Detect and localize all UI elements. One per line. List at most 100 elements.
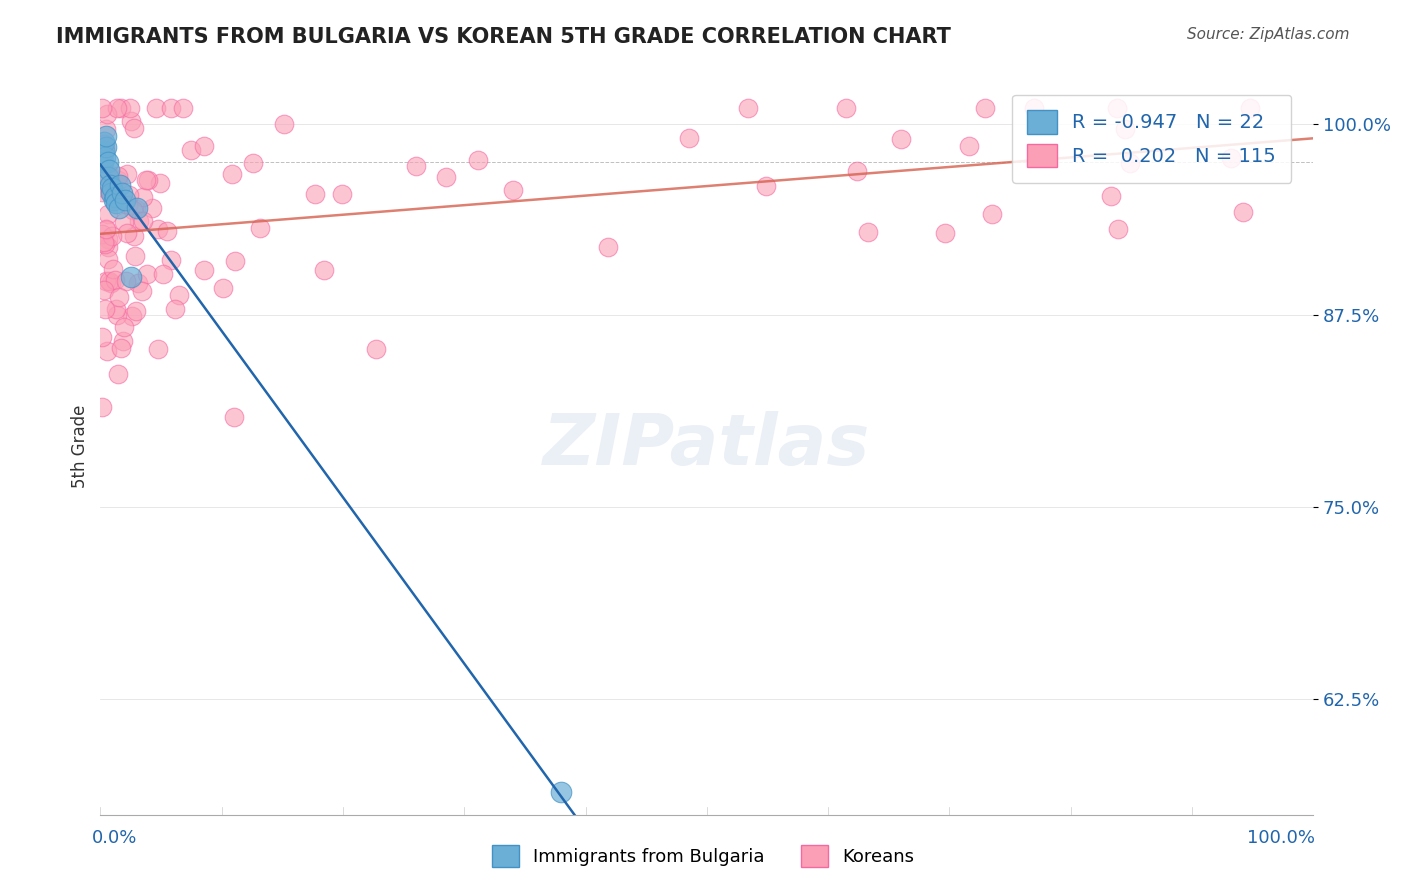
Point (93, 136, 115, 151)
Point (90, 401, 112, 415)
Point (858, 225, 880, 239)
Point (242, 156, 264, 170)
Point (93, 135, 115, 149)
Legend: R = -0.947   N = 22, R =  0.202   N = 115: R = -0.947 N = 22, R = 0.202 N = 115 (1012, 95, 1292, 183)
Point (122, 229, 145, 244)
Point (304, 186, 326, 201)
Point (94, 302, 117, 317)
Point (1239, 101, 1261, 115)
Point (141, 201, 163, 215)
Point (104, 273, 127, 287)
Point (1232, 204, 1254, 219)
Point (125, 202, 148, 216)
Point (737, 101, 759, 115)
Point (97, 170, 120, 185)
Point (91, 155, 114, 169)
Point (90, 330, 112, 344)
Point (502, 183, 524, 197)
Point (193, 263, 215, 277)
Point (97, 162, 120, 177)
Text: IMMIGRANTS FROM BULGARIA VS KOREAN 5TH GRADE CORRELATION CHART: IMMIGRANTS FROM BULGARIA VS KOREAN 5TH G… (56, 27, 950, 46)
Point (94, 122, 117, 136)
Point (94, 222, 117, 236)
Point (104, 190, 127, 204)
Point (90, 101, 112, 115)
Point (596, 240, 619, 254)
Point (111, 186, 134, 200)
Point (105, 308, 128, 322)
Point (149, 177, 172, 191)
Point (98, 183, 121, 197)
Point (678, 131, 700, 145)
Point (105, 302, 128, 317)
Point (94, 182, 117, 196)
Point (155, 224, 177, 238)
Point (131, 190, 153, 204)
Point (125, 201, 148, 215)
Point (101, 261, 124, 276)
Text: ZIPatlas: ZIPatlas (543, 411, 870, 481)
Point (115, 226, 138, 240)
Point (107, 367, 129, 381)
Point (94, 141, 117, 155)
Legend: Immigrants from Bulgaria, Koreans: Immigrants from Bulgaria, Koreans (485, 838, 921, 874)
Point (105, 196, 128, 211)
Point (160, 253, 183, 268)
Point (93, 235, 115, 249)
Point (101, 228, 124, 243)
Point (221, 167, 243, 181)
Point (146, 222, 169, 236)
Point (124, 249, 146, 263)
Point (1099, 189, 1122, 203)
Point (107, 201, 129, 215)
Point (122, 120, 145, 135)
Point (97, 239, 120, 253)
Point (101, 181, 124, 195)
Point (117, 198, 139, 212)
Point (132, 214, 155, 228)
Point (97, 207, 120, 221)
Point (118, 101, 141, 115)
Point (112, 320, 135, 334)
Point (1107, 221, 1129, 235)
Point (105, 101, 128, 115)
Point (114, 194, 136, 208)
Point (845, 163, 868, 178)
Point (1220, 151, 1243, 165)
Point (91, 186, 114, 200)
Point (1105, 101, 1128, 115)
Point (224, 409, 246, 424)
Point (212, 281, 235, 295)
Point (122, 202, 145, 217)
Point (1114, 121, 1136, 136)
Point (96, 274, 118, 288)
Point (136, 267, 159, 281)
Point (131, 284, 153, 298)
Point (91, 227, 114, 241)
Point (96, 167, 118, 181)
Point (120, 270, 142, 285)
Point (108, 178, 131, 192)
Point (273, 117, 295, 131)
Point (108, 289, 131, 303)
Point (180, 144, 202, 158)
Point (835, 101, 858, 115)
Point (755, 178, 778, 193)
Point (193, 138, 215, 153)
Point (973, 101, 995, 115)
Point (128, 214, 150, 228)
Point (550, 784, 572, 798)
Point (100, 276, 122, 290)
Point (125, 304, 148, 318)
Point (97, 252, 120, 267)
Point (224, 254, 246, 268)
Point (172, 101, 194, 115)
Point (107, 173, 129, 187)
Point (434, 169, 457, 184)
Point (110, 341, 132, 355)
Point (120, 114, 142, 128)
Point (121, 310, 143, 324)
Point (467, 153, 489, 167)
Point (160, 101, 183, 115)
Point (94, 221, 117, 235)
